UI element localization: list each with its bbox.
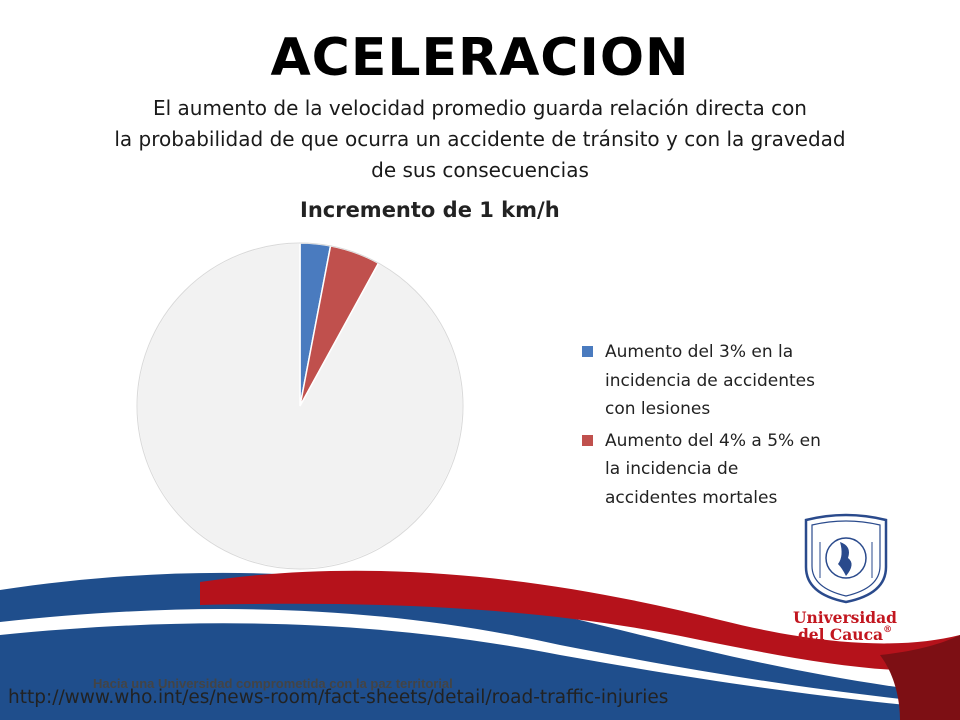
source-link[interactable]: http://www.who.int/es/news-room/fact-she…	[8, 687, 669, 708]
slogan-text: Hacia una Universidad comprometida con l…	[93, 676, 453, 691]
registered-mark: ®	[883, 625, 893, 635]
legend-label-mortales: Aumento del 4% a 5% en la incidencia de …	[605, 430, 821, 508]
pie-chart	[136, 242, 464, 570]
subtitle-line-2: la probabilidad de que ocurra un acciden…	[114, 127, 846, 151]
logo-name-line2: del Cauca®	[790, 625, 900, 644]
legend-item-mortales: Aumento del 4% a 5% en la incidencia de …	[582, 427, 832, 513]
legend-swatch-lesiones	[582, 346, 593, 357]
university-seal-icon	[804, 513, 888, 604]
legend-label-lesiones: Aumento del 3% en la incidencia de accid…	[605, 342, 815, 419]
decorative-wave-band	[0, 570, 960, 720]
logo-name-line1: Universidad	[792, 608, 898, 627]
pie-outline	[136, 242, 464, 570]
slide-subtitle: El aumento de la velocidad promedio guar…	[80, 93, 880, 186]
legend-item-lesiones: Aumento del 3% en la incidencia de accid…	[582, 338, 832, 424]
chart-title: Incremento de 1 km/h	[300, 198, 560, 222]
legend-swatch-mortales	[582, 434, 593, 446]
slide-title: ACELERACION	[270, 28, 690, 88]
logo-name-line2-text: del Cauca	[797, 625, 884, 644]
chart-legend: Aumento del 3% en la incidencia de accid…	[582, 338, 832, 515]
subtitle-line-3: de sus consecuencias	[371, 158, 589, 182]
wave-red-band	[200, 570, 960, 671]
subtitle-line-1: El aumento de la velocidad promedio guar…	[153, 96, 807, 120]
wave-white-stripe	[0, 609, 960, 710]
wave-dark-red-tip	[880, 635, 960, 720]
pie-slice-rest	[136, 242, 464, 570]
